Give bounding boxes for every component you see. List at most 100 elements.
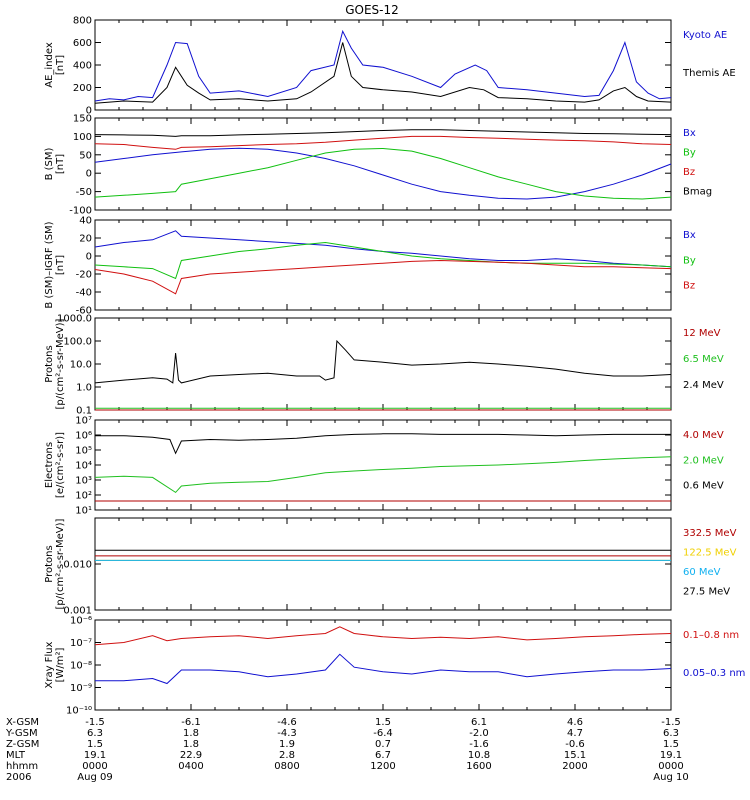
y-axis-label: [nT] [55, 55, 66, 75]
y-axis-label: Electrons [44, 442, 55, 488]
footer-cell: Aug 10 [653, 772, 689, 783]
y-tick-label: 150 [73, 114, 92, 125]
y-axis-label: [p/(cm²-s-sr-MeV)] [55, 518, 66, 609]
footer-cell: 1200 [370, 761, 396, 772]
series-line-0-6-mev [95, 433, 671, 455]
series-line-bmag [94, 129, 672, 137]
series-line-bz [94, 259, 672, 295]
footer-cell: 19.1 [83, 750, 107, 761]
y-tick-label: 10⁻¹⁰ [66, 706, 92, 717]
legend-0-6-mev: 0.6 MeV [683, 481, 724, 492]
legend-332-5-mev: 332.5 MeV [683, 528, 737, 539]
footer-cell: -1.5 [661, 717, 681, 728]
footer-cell: -4.6 [277, 717, 297, 728]
footer-cell: 19.1 [659, 750, 683, 761]
y-tick-label: 0 [86, 106, 92, 117]
legend-0-05-0-3-nm: 0.05–0.3 nm [683, 668, 745, 679]
footer-row-label: MLT [6, 750, 25, 761]
y-tick-label: -50 [76, 187, 92, 198]
legend-6-5-mev: 6.5 MeV [683, 354, 724, 365]
y-axis-label: [e/(cm²-s-sr)] [55, 432, 66, 498]
footer-cell: 4.6 [567, 717, 583, 728]
y-tick-label: 0.1 [76, 406, 92, 417]
y-axis-label: Protons [44, 345, 55, 382]
footer-cell: -6.1 [181, 717, 201, 728]
legend-2-0-mev: 2.0 MeV [683, 455, 724, 466]
y-tick-label: 100.0 [63, 337, 92, 348]
y-tick-label: 0.001 [63, 606, 92, 617]
footer-cell: 15.1 [563, 750, 587, 761]
footer-cell: 1600 [466, 761, 492, 772]
series-line-2-0-mev [94, 456, 672, 494]
footer-cell: 1.5 [375, 717, 391, 728]
panel-6: 0.001 0.010 Protons [p/(cm²-s-sr-MeV)] 332.5… [44, 517, 737, 617]
legend-by: By [683, 255, 696, 266]
y-tick-label: 20 [79, 234, 92, 245]
plot-title: GOES-12 [345, 3, 399, 17]
y-tick-label: 0.010 [63, 560, 92, 571]
panel-frame [94, 317, 672, 411]
series-line-by [94, 147, 672, 200]
series-line-bx [94, 147, 672, 200]
footer-cell: 1.9 [279, 739, 295, 750]
legend-60-mev: 60 MeV [683, 567, 721, 578]
panel-frame [94, 517, 672, 611]
footer-cell: -0.6 [565, 739, 585, 750]
y-tick-label: -20 [76, 270, 92, 281]
y-tick-label: 50 [79, 150, 92, 161]
footer-cell: -2.0 [469, 728, 489, 739]
y-tick-label: 10⁻⁹ [70, 683, 92, 694]
legend-bz: Bz [683, 167, 695, 178]
series-line-kyoto-ae [94, 29, 672, 102]
panel-7: 10⁻¹⁰ 10⁻⁹ 10⁻⁸ 10⁻⁷ 10⁻⁶ Xray Flux [W/m²] 0.1–… [44, 616, 745, 717]
y-tick-label: 10⁵ [75, 446, 92, 457]
legend-4-0-mev: 4.0 MeV [683, 430, 724, 441]
y-tick-label: 600 [73, 38, 92, 49]
legend-2-4-mev: 2.4 MeV [683, 380, 724, 391]
footer-row-label: 2006 [6, 772, 32, 783]
panel-frame [94, 219, 672, 311]
footer-cell: 6.3 [663, 728, 679, 739]
legend-bmag: Bmag [683, 187, 712, 198]
footer-cell: 1.5 [663, 739, 679, 750]
y-tick-label: -100 [69, 206, 92, 217]
y-axis-label: B (SM)–IGRF (SM) [44, 221, 55, 308]
y-tick-label: 10⁻⁷ [70, 638, 92, 649]
y-tick-label: 10⁻⁶ [70, 616, 92, 627]
series-line-bz [94, 135, 672, 150]
legend-122-5-mev: 122.5 MeV [683, 548, 737, 559]
y-tick-label: 100 [73, 132, 92, 143]
y-tick-label: 800 [73, 16, 92, 27]
series-line-bx [94, 230, 672, 268]
footer-cell: 0000 [658, 761, 684, 772]
legend-by: By [683, 148, 696, 159]
legend-27-5-mev: 27.5 MeV [683, 587, 730, 598]
y-tick-label: -40 [76, 288, 92, 299]
footer-cell: -6.4 [373, 728, 393, 739]
y-tick-label: 1000.0 [57, 314, 92, 325]
y-tick-label: 10.0 [70, 360, 92, 371]
y-tick-label: 10⁷ [75, 416, 92, 427]
y-axis-label: Xray Flux [44, 641, 55, 688]
y-axis-label: [nT] [55, 154, 66, 174]
footer-cell: 4.7 [567, 728, 583, 739]
y-axis-label: B (SM) [44, 147, 55, 180]
y-tick-label: 200 [73, 83, 92, 94]
y-tick-label: 10³ [75, 476, 92, 487]
y-axis-label: [nT] [55, 255, 66, 275]
legend-kyoto-ae: Kyoto AE [683, 30, 727, 41]
series-line-0-05-0-3-nm [95, 653, 672, 685]
legend-bz: Bz [683, 281, 695, 292]
panel-4: 0.1 1.0 10.0 100.0 1000.0 Protons [p/(cm²-s-sr… [44, 314, 724, 417]
legend-0-1-0-8-nm: 0.1–0.8 nm [683, 630, 739, 641]
legend-12-mev: 12 MeV [683, 328, 721, 339]
footer-cell: 10.8 [467, 750, 491, 761]
y-axis-label: [p/(cm²-s-sr-MeV)] [55, 318, 66, 409]
footer-cell: 22.9 [179, 750, 203, 761]
y-tick-label: 10¹ [75, 506, 92, 517]
y-tick-label: 10⁶ [75, 431, 92, 442]
footer-cell: 2000 [562, 761, 588, 772]
panel-2: -100 -50 0 50 100 150 B (SM) [nT] Bx By Bz Bmag [44, 114, 712, 217]
